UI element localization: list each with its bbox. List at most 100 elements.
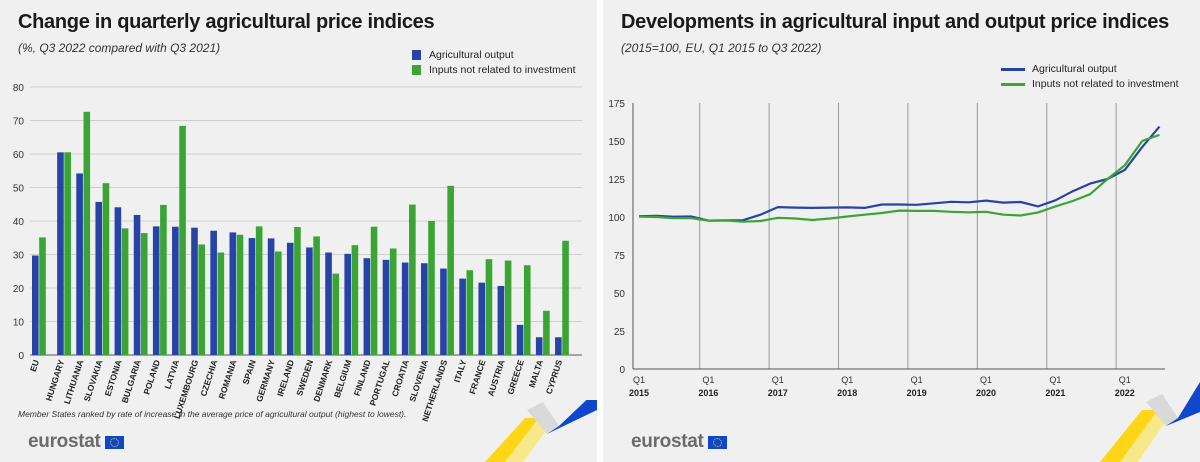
legend-label-output: Agricultural output (429, 49, 514, 61)
bar-output (286, 242, 294, 355)
bar-input (370, 226, 378, 355)
x-tick-year: 2019 (907, 388, 927, 398)
x-tick-label: MALTA (527, 359, 545, 389)
y-tick-label: 20 (13, 284, 25, 295)
bar-input (466, 270, 474, 355)
bar-output (267, 238, 275, 355)
legend-swatch-output (412, 50, 421, 60)
bar-output (95, 201, 103, 355)
x-tick-label: Q1 (702, 375, 714, 385)
y-tick-label: 175 (608, 99, 625, 110)
bar-chart-panel: Change in quarterly agricultural price i… (0, 0, 597, 462)
bar-output (382, 259, 390, 355)
chart-title: Change in quarterly agricultural price i… (18, 11, 435, 33)
x-tick-label: CROATIA (390, 359, 411, 398)
bar-output (210, 230, 217, 355)
bar-input (428, 221, 435, 355)
bar-input (64, 152, 71, 355)
eurostat-logo: eurostat (631, 431, 727, 453)
bar-input (313, 236, 320, 355)
y-tick-label: 60 (13, 150, 25, 161)
bar-input (179, 125, 186, 355)
x-tick-label: BULGARIA (119, 359, 142, 405)
x-tick-label: CZECHIA (198, 359, 219, 398)
x-tick-label: ESTONIA (103, 359, 124, 398)
x-tick-label: EU (28, 359, 41, 373)
y-tick-label: 50 (614, 289, 626, 300)
bar-input (140, 233, 148, 355)
x-tick-label: Q1 (980, 375, 992, 385)
x-tick-label: POLAND (141, 359, 162, 396)
bar-input (160, 204, 167, 355)
legend-item-input: Inputs not related to investment (1001, 77, 1179, 91)
line-chart-panel: Developments in agricultural input and o… (603, 0, 1200, 462)
decorative-ribbon-icon (1100, 382, 1200, 462)
legend-item-input: Inputs not related to investment (412, 63, 576, 77)
bar-input (485, 259, 493, 355)
x-tick-year: 2020 (976, 388, 996, 398)
logo-text: eurostat (28, 431, 101, 452)
bar-output (248, 238, 256, 355)
x-tick-label: GREECE (505, 358, 526, 396)
x-tick-label: LATVIA (162, 359, 181, 391)
bar-input (236, 234, 244, 355)
line-chart-plot: 0 25 50 75 100 125 150 175 Q1 2015 Q1 2016 Q1 2017 Q1 2… (608, 99, 1165, 398)
bar-output (172, 226, 179, 355)
x-tick-year: 2022 (1115, 388, 1135, 398)
bar-input (523, 265, 531, 355)
legend-swatch-input (412, 65, 421, 75)
bar-output (478, 282, 486, 355)
x-tick-label: Q1 (841, 375, 853, 385)
decorative-ribbon-icon (485, 400, 597, 462)
y-tick-label: 50 (13, 184, 25, 195)
legend: Agricultural output Inputs not related t… (412, 48, 576, 78)
legend-swatch-input (1001, 82, 1025, 86)
series-line-input (638, 133, 1160, 223)
bar-output (497, 285, 505, 355)
bar-output (76, 173, 83, 355)
bar-output (459, 278, 466, 355)
bar-input (447, 185, 454, 355)
bar-output (57, 152, 64, 355)
x-tick-label: Q1 (911, 375, 923, 385)
chart-subtitle: (%, Q3 2022 compared with Q3 2021) (18, 41, 221, 55)
bar-output (555, 337, 562, 355)
legend-label-output: Agricultural output (1032, 63, 1117, 75)
series-line-output (638, 125, 1161, 222)
y-tick-label: 100 (608, 213, 625, 224)
legend-item-output: Agricultural output (1001, 62, 1179, 76)
footnote: Member States ranked by rate of increase… (18, 409, 407, 419)
x-tick-label: Q1 (1049, 375, 1061, 385)
chart-title: Developments in agricultural input and o… (621, 11, 1169, 33)
bar-input (294, 227, 301, 355)
bar-input (409, 204, 416, 355)
bar-output (516, 324, 524, 355)
y-tick-label: 25 (614, 327, 626, 338)
legend-label-input: Inputs not related to investment (429, 64, 576, 76)
x-tick-year: 2016 (698, 388, 718, 398)
bar-input (39, 237, 46, 355)
x-tick-label: IRELAND (275, 359, 296, 398)
bar-input (332, 273, 340, 355)
bar-output (344, 253, 351, 355)
logo-text: eurostat (631, 431, 704, 452)
y-tick-label: 10 (13, 318, 25, 329)
bar-input (255, 226, 263, 355)
y-tick-label: 125 (608, 175, 625, 186)
legend-label-input: Inputs not related to investment (1032, 78, 1179, 90)
bar-output (535, 337, 543, 355)
bar-input (562, 240, 569, 355)
x-tick-label: FRANCE (467, 358, 488, 395)
x-tick-year: 2015 (629, 388, 649, 398)
y-tick-label: 0 (18, 351, 24, 362)
bar-input (275, 251, 282, 355)
x-tick-label: AUSTRIA (486, 359, 507, 398)
x-tick-label: Q1 (772, 375, 784, 385)
bar-output (229, 232, 237, 355)
bar-output (152, 226, 160, 355)
bar-input (389, 248, 397, 355)
x-tick-label: Q1 (1119, 375, 1131, 385)
bar-input (217, 252, 225, 355)
y-tick-label: 75 (614, 251, 626, 262)
